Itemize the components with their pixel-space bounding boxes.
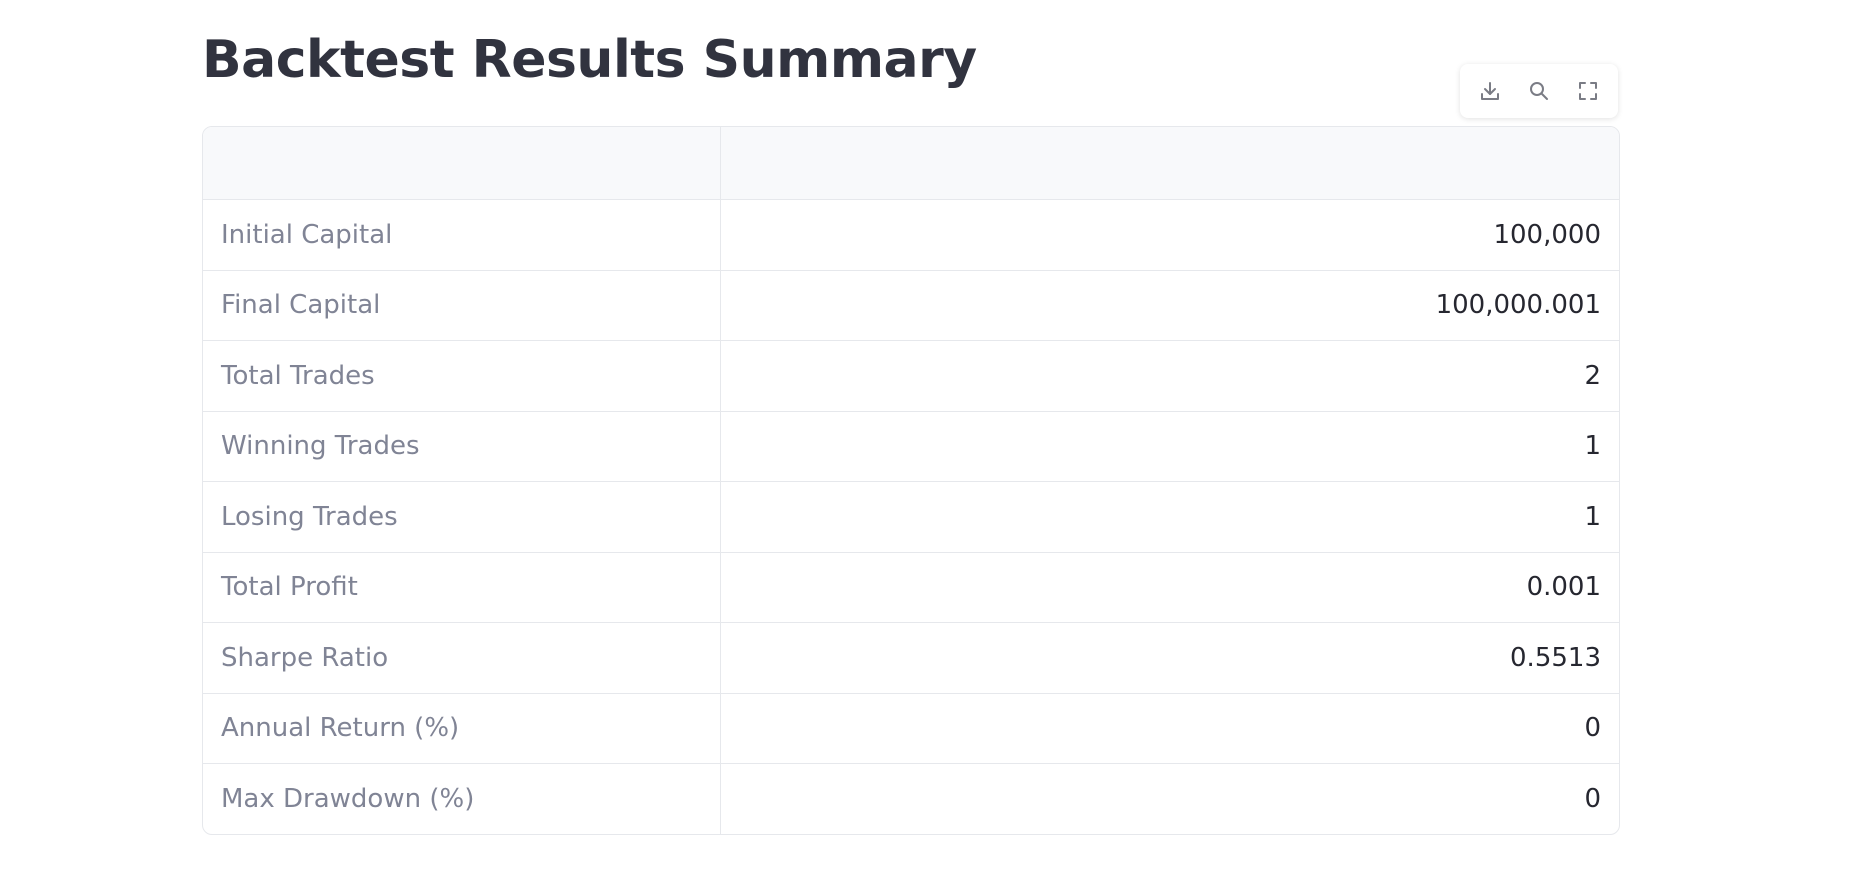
download-button[interactable] <box>1470 71 1510 111</box>
search-icon <box>1529 82 1548 100</box>
results-table: Initial Capital 100,000 Final Capital 10… <box>202 126 1620 835</box>
table-row: Total Trades 2 <box>203 340 1619 411</box>
search-button[interactable] <box>1519 71 1559 111</box>
table-header-index[interactable] <box>203 127 721 200</box>
table-row: Sharpe Ratio 0.5513 <box>203 622 1619 693</box>
table-row: Winning Trades 1 <box>203 410 1619 482</box>
row-value[interactable]: 2 <box>720 340 1619 411</box>
row-value[interactable]: 0 <box>720 692 1619 764</box>
row-label[interactable]: Final Capital <box>203 269 721 341</box>
row-value[interactable]: 100,000 <box>1493 219 1601 250</box>
table-row: Max Drawdown (%) 0 <box>203 763 1619 834</box>
row-value[interactable]: 0.5513 <box>720 622 1619 693</box>
table-header-value[interactable] <box>720 127 1619 200</box>
row-label[interactable]: Winning Trades <box>203 410 721 482</box>
row-value[interactable]: 1 <box>720 481 1619 552</box>
row-label[interactable]: Annual Return (%) <box>203 692 721 764</box>
table-row: Initial Capital 100,000 <box>203 199 1619 270</box>
row-label[interactable]: Total Profit <box>203 551 721 623</box>
fullscreen-icon <box>1578 82 1597 100</box>
row-value[interactable]: 100,000.001 <box>720 269 1619 341</box>
download-icon <box>1481 82 1500 100</box>
page-title: Backtest Results Summary <box>202 30 977 90</box>
row-value[interactable]: 0 <box>720 763 1619 834</box>
row-label[interactable]: Sharpe Ratio <box>203 622 721 693</box>
table-header-row <box>203 127 1619 200</box>
row-label[interactable]: Losing Trades <box>203 481 721 552</box>
table-row: Losing Trades 1 <box>203 481 1619 552</box>
dataframe-toolbar <box>1460 64 1618 118</box>
row-label[interactable]: Total Trades <box>203 340 721 411</box>
table-row: Annual Return (%) 0 <box>203 692 1619 764</box>
row-label[interactable]: Max Drawdown (%) <box>203 763 721 834</box>
fullscreen-button[interactable] <box>1568 71 1608 111</box>
row-label[interactable]: Initial Capital <box>203 199 721 270</box>
table-row: Total Profit 0.001 <box>203 551 1619 623</box>
table-row: Final Capital 100,000.001 <box>203 269 1619 341</box>
row-value[interactable]: 1 <box>720 410 1619 482</box>
row-value[interactable]: 0.001 <box>720 551 1619 623</box>
